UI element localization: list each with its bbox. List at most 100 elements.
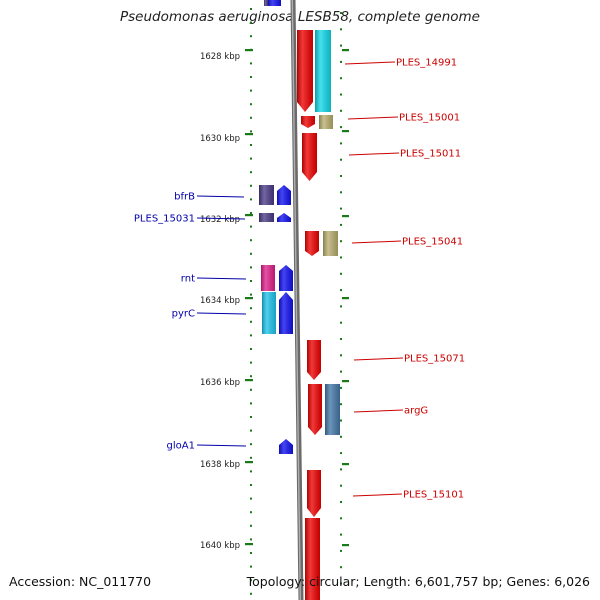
scale-dot [340,126,342,129]
major-tick [342,463,349,466]
scale-dot [340,338,342,340]
scale-dot [250,198,252,201]
major-tick [245,379,253,382]
scale-dot [340,582,342,585]
label-leader-line [352,493,403,497]
scale-dot [250,538,252,541]
scale-dot [340,109,342,112]
scale-dot [250,375,252,378]
scale-label: 1632 kbp [200,215,240,225]
gene-label-ples_15101[interactable]: PLES_15101 [403,490,464,501]
scale-dot [340,240,342,243]
scale-dot [250,307,252,310]
gene-label-rnt[interactable]: rnt [181,274,195,285]
scale-dot [340,566,342,569]
scale-dot [250,130,252,133]
scale-dot [250,592,252,595]
gene-label-pyrc[interactable]: pyrC [172,309,195,320]
scale-dot [250,443,252,446]
major-tick [342,130,349,133]
major-tick [245,297,253,300]
scale-dot [250,484,252,486]
major-tick [245,49,253,52]
scale-dot [340,370,342,373]
scale-dot [250,157,252,160]
scale-dot [250,144,252,146]
scale-dot [250,76,252,78]
scale-dot [340,435,342,438]
scale-dot [340,93,342,96]
scale-dot [340,256,342,259]
gene-label-ples_14991[interactable]: PLES_14991 [396,58,457,69]
scale-dot [340,44,342,47]
scale-dot [340,289,342,292]
gene-label-ples_15011[interactable]: PLES_15011 [400,149,461,160]
gene-label-ples_15031[interactable]: PLES_15031 [134,214,195,225]
scale-dot [250,8,252,10]
scale-dot [250,497,252,500]
major-tick [342,544,349,547]
scale-label: 1634 kbp [200,296,240,306]
label-leader-line [196,277,247,280]
scale-dot [340,223,342,226]
major-tick [245,461,253,464]
genome-backbone [290,0,304,600]
label-leader-line [353,409,404,413]
scale-dot [250,184,252,187]
backbone-highlight [291,0,301,600]
scale-dot [340,60,342,63]
scale-dot [250,402,252,405]
scale-dot [340,175,342,177]
topology-text: Topology: circular; Length: 6,601,757 bp… [246,574,590,589]
label-leader-line [196,217,246,220]
scale-dot [340,354,342,357]
scale-dot [250,348,252,350]
scale-dot [340,419,342,422]
scale-dot [250,62,252,65]
scale-dot [250,511,252,514]
major-tick [342,297,349,300]
major-tick [342,49,349,52]
scale-dot [340,321,342,324]
label-leader-line [348,152,400,156]
gene-labels: PLES_14991 PLES_15001 PLES_15011 PLES_15041… [134,58,465,501]
scale-dot [340,207,342,210]
label-leader-line [351,240,402,244]
gene-label-argg[interactable]: argG [404,406,428,417]
scale-dot [250,293,252,296]
scale-dot [250,103,252,106]
major-tick [342,215,349,218]
scale-dot [340,12,342,14]
scale-dot [340,272,342,275]
major-tick [245,133,253,136]
label-leader-line [353,357,404,361]
label-leader-line [196,195,245,198]
scale-dot [340,452,342,455]
map-title: Pseudomonas aeruginosa LESB58, complete … [120,9,480,25]
scale-dot [340,501,342,503]
scale-dot [250,524,252,527]
gene-label-gloa1[interactable]: gloA1 [167,441,195,452]
scale-dot [340,468,342,471]
scale-dot [340,484,342,487]
gene-label-bfrb[interactable]: bfrB [174,192,195,203]
gene-label-ples_15071[interactable]: PLES_15071 [404,354,465,365]
scale-dot [250,416,252,418]
scale-dot [250,252,252,255]
scale-dot [250,21,252,24]
scale-label: 1638 kbp [200,460,240,470]
gene-features [259,0,340,600]
scale-dot [250,361,252,364]
scale-dot [340,158,342,161]
gene-label-ples_15041[interactable]: PLES_15041 [402,237,463,248]
scale-label: 1630 kbp [200,134,240,144]
scale-dot [250,116,252,119]
major-tick [245,543,253,546]
scale-label: 1636 kbp [200,378,240,388]
gene-label-ples_15001[interactable]: PLES_15001 [399,113,460,124]
major-tick [342,380,349,383]
scale-dot [250,35,252,38]
scale-dot [250,239,252,242]
scale-dot [340,305,342,308]
